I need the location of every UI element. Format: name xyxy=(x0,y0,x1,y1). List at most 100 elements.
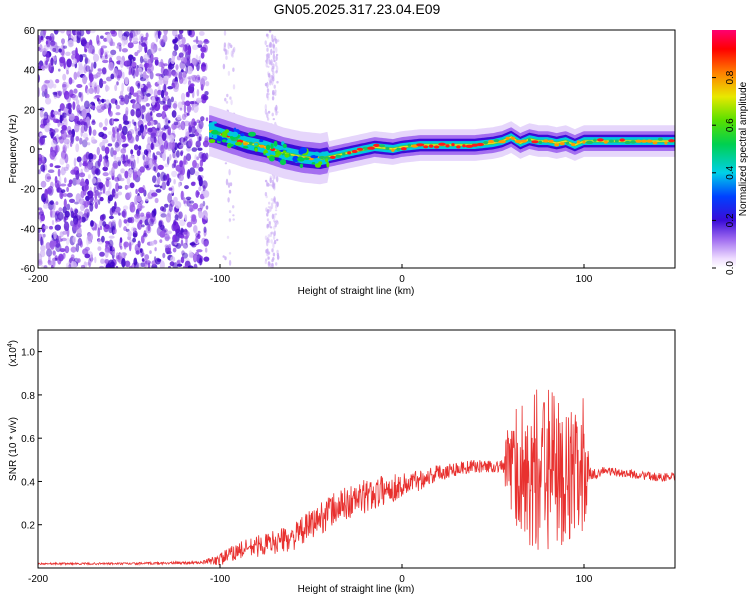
noise-blob xyxy=(193,224,198,234)
ridge-blob xyxy=(318,161,323,165)
ridge-hotspot xyxy=(329,155,336,159)
spectrogram-x-ticks: -200 -100 0 100 xyxy=(28,264,593,285)
speckle xyxy=(223,30,227,36)
noise-blob xyxy=(172,247,177,253)
noise-blob xyxy=(190,75,195,83)
noise-blob xyxy=(147,121,152,127)
noise-blob xyxy=(52,110,59,116)
noise-blob xyxy=(203,226,207,233)
noise-blob xyxy=(102,166,108,172)
noise-blob xyxy=(85,137,89,141)
ridge-hotspot xyxy=(520,139,528,143)
noise-blob xyxy=(187,169,191,179)
noise-blob xyxy=(129,182,135,189)
speckle xyxy=(232,48,235,55)
noise-blob xyxy=(73,215,79,225)
noise-blob xyxy=(149,107,155,111)
ridge-blob xyxy=(253,143,258,146)
noise-blob xyxy=(121,258,126,268)
speckle xyxy=(266,92,269,99)
noise-blob xyxy=(199,203,204,210)
snr-panel: -200 -100 0 100 0.2 0.4 0.6 0.8 1.0 Height of s… xyxy=(7,329,676,595)
noise-blob xyxy=(88,125,92,136)
noise-blob xyxy=(52,137,58,144)
noise-blob xyxy=(61,124,67,131)
noise-blob xyxy=(119,177,125,182)
noise-blob xyxy=(59,183,67,187)
noise-blob xyxy=(102,172,109,177)
noise-blob xyxy=(164,163,169,168)
ridge-hotspot xyxy=(335,154,342,158)
noise-blob xyxy=(96,84,100,95)
noise-blob xyxy=(109,246,113,252)
noise-blob xyxy=(88,257,92,268)
noise-blob xyxy=(53,231,57,240)
noise-blob xyxy=(118,240,122,248)
noise-blob xyxy=(180,69,184,73)
noise-blob xyxy=(108,221,113,230)
noise-blob xyxy=(126,60,131,67)
x-tick-label: 100 xyxy=(576,574,593,585)
noise-blob xyxy=(106,104,110,110)
noise-blob xyxy=(61,44,65,51)
noise-blob xyxy=(55,201,59,206)
noise-blob xyxy=(80,37,87,45)
noise-blob xyxy=(147,136,151,146)
x-tick-label: 0 xyxy=(399,274,405,285)
noise-blob xyxy=(180,190,184,201)
noise-blob xyxy=(54,165,61,169)
noise-blob xyxy=(114,143,121,152)
noise-blob xyxy=(101,145,106,152)
speckle xyxy=(264,260,267,265)
speckle xyxy=(228,189,232,194)
noise-blob xyxy=(149,71,154,80)
noise-blob xyxy=(144,236,147,240)
noise-blob xyxy=(167,120,171,124)
noise-blob xyxy=(73,35,78,42)
noise-blob xyxy=(161,181,167,191)
ridge-hotspot xyxy=(493,139,500,143)
noise-blob xyxy=(99,225,103,231)
speckle xyxy=(264,192,268,197)
speckle xyxy=(226,235,230,239)
noise-blob xyxy=(197,40,203,46)
speckle xyxy=(272,53,276,61)
y-tick-label: 0.8 xyxy=(21,391,35,402)
noise-blob xyxy=(185,128,189,136)
noise-blob xyxy=(205,247,208,253)
speckle xyxy=(271,34,274,39)
noise-blob xyxy=(197,147,203,151)
speckle xyxy=(273,84,276,89)
noise-blob xyxy=(58,207,63,212)
y-tick-label: 60 xyxy=(24,26,36,37)
noise-blob xyxy=(102,126,108,131)
speckle xyxy=(274,61,278,67)
speckle xyxy=(276,80,279,84)
noise-blob xyxy=(196,249,203,253)
ridge-hotspot xyxy=(400,147,407,151)
speckle xyxy=(229,182,233,187)
noise-blob xyxy=(128,168,133,175)
noise-blob xyxy=(193,263,198,268)
noise-blob xyxy=(67,39,74,48)
noise-blob xyxy=(62,112,67,118)
noise-blob xyxy=(163,30,168,36)
speckle xyxy=(269,184,272,187)
noise-blob xyxy=(65,262,70,268)
noise-blob xyxy=(192,253,198,263)
noise-blob xyxy=(45,242,51,250)
ridge-hotspot xyxy=(498,140,506,144)
noise-blob xyxy=(182,265,189,268)
speckle xyxy=(266,212,269,217)
noise-blob xyxy=(159,100,166,105)
ridge-blob xyxy=(325,158,329,163)
noise-blob xyxy=(68,77,73,85)
noise-blob xyxy=(171,170,178,178)
noise-blob xyxy=(198,175,202,180)
speckle xyxy=(274,213,278,216)
noise-blob xyxy=(44,188,48,199)
noise-blob xyxy=(76,156,82,163)
noise-blob xyxy=(105,99,110,106)
spectrogram-layer xyxy=(38,30,675,268)
speckle xyxy=(267,206,271,209)
